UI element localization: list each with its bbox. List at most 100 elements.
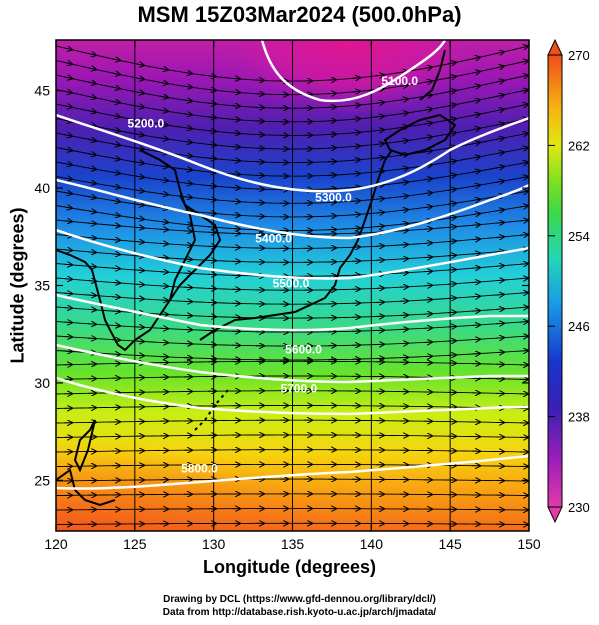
- wind-arrow: [183, 100, 192, 101]
- contour-label: 5800.0: [181, 462, 218, 476]
- wind-arrow: [351, 119, 360, 120]
- wind-arrow: [495, 237, 504, 238]
- wind-arrow: [183, 169, 192, 170]
- wind-arrow: [63, 279, 72, 280]
- wind-arrow: [447, 298, 456, 299]
- wind-arrow: [423, 257, 432, 258]
- contour-label: 5100.0: [381, 74, 418, 88]
- coastline-ryukyu: [194, 389, 229, 431]
- wind-arrow: [111, 101, 120, 103]
- wind-arrow: [447, 161, 456, 162]
- wind-arrow: [63, 120, 72, 122]
- wind-arrow: [495, 280, 504, 281]
- wind-arrow: [135, 64, 144, 66]
- wind-arrow: [447, 189, 456, 190]
- wind-arrow: [135, 92, 144, 93]
- wind-arrow: [87, 139, 96, 141]
- wind-arrow: [87, 252, 96, 253]
- wind-arrow: [399, 182, 408, 183]
- wind-arrow: [351, 228, 360, 229]
- wind-arrow: [207, 131, 216, 132]
- wind-arrow: [495, 294, 504, 295]
- wind-arrow: [495, 251, 504, 252]
- wind-arrow: [183, 114, 192, 115]
- wind-arrow: [471, 282, 480, 283]
- wind-arrow: [375, 116, 384, 117]
- wind-arrow: [471, 225, 480, 226]
- colorbar-tick-label: 246: [568, 319, 590, 334]
- wind-arrow: [63, 351, 72, 352]
- wind-arrow: [159, 166, 168, 167]
- wind-arrow: [63, 337, 72, 338]
- wind-arrow: [447, 90, 456, 92]
- contour-5600: [56, 343, 529, 384]
- wind-arrow: [207, 185, 216, 186]
- y-tick-label: 35: [34, 278, 50, 294]
- x-tick-label: 145: [438, 536, 462, 552]
- y-tick-label: 25: [34, 472, 50, 488]
- colorbar-tick-label: 230: [568, 500, 590, 515]
- wind-arrow: [351, 91, 360, 92]
- wind-arrow: [447, 217, 456, 218]
- wind-arrow: [423, 81, 432, 82]
- wind-arrow: [183, 72, 192, 73]
- wind-arrow: [495, 181, 504, 182]
- colorbar-tick-label: 238: [568, 410, 590, 425]
- wind-arrow: [63, 91, 72, 93]
- wind-arrow: [519, 293, 528, 294]
- wind-arrow: [63, 178, 72, 179]
- wind-arrow: [495, 138, 504, 140]
- wind-arrow: [63, 250, 72, 251]
- wind-arrow: [471, 171, 480, 172]
- wind-arrow: [183, 128, 192, 129]
- wind-arrow: [351, 160, 360, 161]
- wind-arrow: [135, 284, 144, 285]
- wind-arrow: [447, 241, 456, 242]
- x-tick-label: 130: [202, 536, 226, 552]
- wind-arrow: [207, 76, 216, 77]
- wind-arrow: [87, 196, 96, 197]
- y-tick-label: 45: [34, 83, 50, 99]
- wind-arrow: [231, 106, 240, 107]
- wind-arrow: [447, 175, 456, 176]
- wind-arrow: [375, 130, 384, 131]
- contour-label: 5600.0: [285, 343, 322, 357]
- wind-arrow: [231, 215, 240, 216]
- wind-arrow: [375, 226, 384, 227]
- wind-arrow: [135, 242, 144, 243]
- wind-arrow: [423, 243, 432, 244]
- wind-arrow: [423, 193, 432, 194]
- y-axis-label: Latitude (degrees): [7, 207, 28, 364]
- chart-title: MSM 15Z03Mar2024 (500.0hPa): [137, 2, 462, 27]
- wind-arrow: [111, 282, 120, 283]
- contour-labels: 5100.0 5200.0 5300.0 5400.0 5500.0 5600.0 5700…: [128, 74, 419, 476]
- wind-arrow: [351, 173, 360, 174]
- wind-arrow: [111, 115, 120, 117]
- wind-arrow: [63, 264, 72, 265]
- wind-arrow: [159, 257, 168, 258]
- coastline-taiwan: [73, 419, 96, 473]
- colorbar-min-arrow: [547, 506, 563, 524]
- wind-arrow: [375, 157, 384, 158]
- colorbar-ticks: 230 238 246 254 262 270: [548, 48, 590, 515]
- wind-arrow: [471, 185, 480, 186]
- wind-arrow: [447, 119, 456, 120]
- colorbar-tick-label: 270: [568, 48, 590, 63]
- wind-arrow: [423, 229, 432, 230]
- wind-arrow: [231, 119, 240, 120]
- contour-label: 5300.0: [315, 191, 352, 205]
- wind-arrow: [111, 87, 120, 89]
- wind-arrow: [519, 278, 528, 279]
- wind-arrow: [111, 144, 120, 145]
- wind-arrow: [231, 201, 240, 202]
- wind-arrow: [111, 200, 120, 201]
- wind-arrow: [519, 351, 528, 352]
- x-axis-label: Longitude (degrees): [202, 557, 376, 577]
- wind-arrow: [135, 120, 144, 121]
- wind-arrow: [87, 111, 96, 113]
- wind-arrow: [375, 199, 384, 200]
- wind-arrow: [135, 148, 144, 149]
- wind-arrow: [111, 254, 120, 255]
- wind-arrow: [447, 255, 456, 256]
